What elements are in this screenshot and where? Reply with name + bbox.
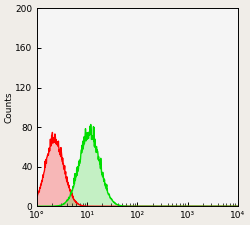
Y-axis label: Counts: Counts xyxy=(5,92,14,123)
